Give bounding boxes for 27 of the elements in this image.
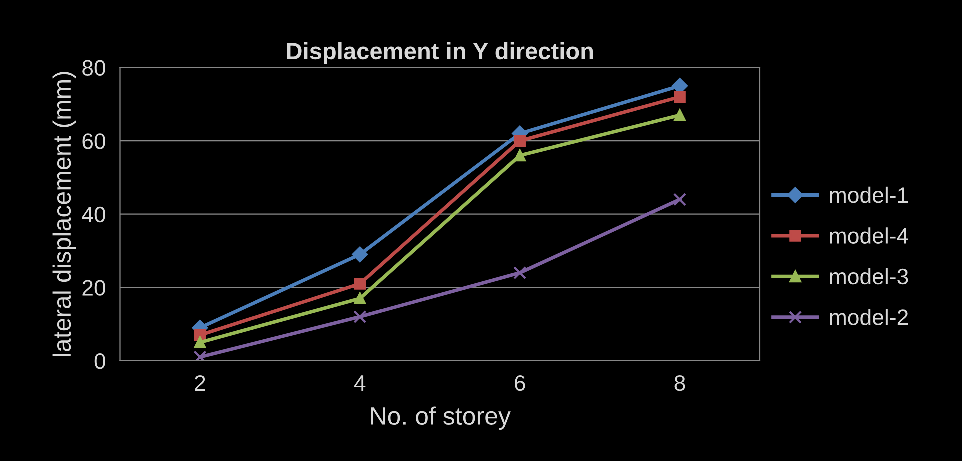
chart-title: Displacement in Y direction (287, 42, 594, 64)
point (354, 292, 366, 305)
y-tick-label: 40 (82, 206, 106, 223)
x-axis-title: No. of storey (371, 406, 511, 430)
y-tick-label: 60 (82, 134, 106, 150)
point (354, 310, 367, 324)
legend-label: model-2 (830, 309, 908, 326)
y-axis-title: lateral displacement (mm) (52, 72, 76, 356)
point (354, 278, 366, 290)
legend-label: model-1 (830, 186, 908, 204)
legend-label: model-3 (830, 268, 908, 285)
x-tick-label: 8 (674, 375, 686, 392)
point (674, 91, 686, 103)
x-tick-label: 6 (515, 375, 526, 392)
point (514, 150, 526, 162)
point (673, 193, 687, 206)
x-tick-label: 2 (195, 375, 206, 391)
x-tick-label: 4 (354, 376, 366, 391)
point (194, 336, 206, 349)
point (513, 266, 527, 280)
y-tick-label: 20 (82, 280, 106, 296)
point (514, 135, 526, 147)
point (674, 110, 686, 122)
y-tick-label: 0 (94, 354, 106, 370)
point (352, 246, 368, 263)
y-tick-label: 80 (82, 60, 106, 76)
legend-label: model-4 (830, 228, 909, 244)
